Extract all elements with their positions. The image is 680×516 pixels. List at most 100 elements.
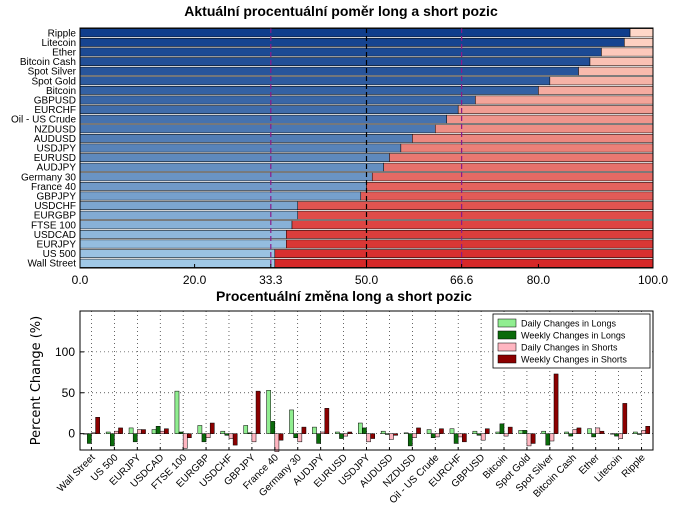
category-label-audjpy: AUDJPY xyxy=(37,163,77,174)
category-label-litecoin: Litecoin xyxy=(42,38,76,49)
short-bar-germany-30 xyxy=(371,172,654,182)
category-label-germany-30: Germany 30 xyxy=(21,172,76,183)
long-bar-spot-silver xyxy=(79,66,579,76)
category-label-ether: Ether xyxy=(52,48,77,59)
bar-daily-changes-in-longs-nzdusd xyxy=(403,432,409,434)
bar-daily-changes-in-shorts-usdchf xyxy=(228,433,234,439)
legend-swatch-daily-changes-in-longs xyxy=(497,318,517,328)
short-bar-eurjpy xyxy=(286,239,654,249)
long-bar-germany-30 xyxy=(79,172,373,182)
bar-weekly-changes-in-longs-ether xyxy=(591,433,596,438)
long-bar-france-40 xyxy=(79,182,367,191)
short-bar-usdjpy xyxy=(400,143,654,153)
bar-weekly-changes-in-shorts-eurusd xyxy=(347,431,353,434)
bar-weekly-changes-in-longs-usdcad xyxy=(155,426,161,434)
bar-weekly-changes-in-shorts-bitcoin xyxy=(507,426,513,434)
bar-daily-changes-in-longs-eurgbp xyxy=(197,425,203,434)
bar-daily-changes-in-shorts-eurjpy xyxy=(137,429,142,434)
legend-swatch-daily-changes-in-shorts xyxy=(497,342,517,352)
bar-weekly-changes-in-shorts-audusd xyxy=(393,433,398,436)
legend-label-daily-changes-in-longs: Daily Changes in Longs xyxy=(521,319,617,329)
category-label-ripple: Ripple xyxy=(48,28,77,39)
bar-daily-changes-in-longs-ether xyxy=(587,428,592,434)
bar-weekly-changes-in-shorts-ripple xyxy=(645,426,651,434)
bar-weekly-changes-in-longs-usdchf xyxy=(224,433,230,436)
bar-daily-changes-in-longs-gbpjpy xyxy=(243,425,249,434)
bar-daily-changes-in-shorts-gbpusd xyxy=(480,433,486,441)
bar-weekly-changes-in-longs-spot-gold xyxy=(522,430,528,434)
bar-daily-changes-in-shorts-bitcoin-cash xyxy=(572,429,578,434)
category-label-audusd: AUDUSD xyxy=(34,134,76,145)
bar-daily-changes-in-longs-gbpusd xyxy=(472,430,478,434)
bar-weekly-changes-in-longs-audjpy xyxy=(316,433,321,444)
x-category-label-ripple: Ripple xyxy=(620,452,648,480)
bar-daily-changes-in-shorts-ftse-100 xyxy=(182,433,188,449)
bar-daily-changes-in-shorts-gbpjpy xyxy=(251,433,257,443)
bar-daily-changes-in-longs-ftse-100 xyxy=(174,390,180,434)
category-label-eurusd: EURUSD xyxy=(34,153,76,164)
legend-swatch-weekly-changes-in-shorts xyxy=(497,354,517,364)
bar-weekly-changes-in-shorts-litecoin xyxy=(622,403,628,434)
bar-daily-changes-in-shorts-spot-gold xyxy=(526,433,532,447)
bar-daily-changes-in-longs-eurchf xyxy=(449,428,455,434)
bar-daily-changes-in-shorts-eurusd xyxy=(343,433,348,437)
bar-daily-changes-in-shorts-wall-street xyxy=(91,432,96,434)
bar-weekly-changes-in-longs-gbpjpy xyxy=(247,432,253,434)
bar-daily-changes-in-longs-eurjpy xyxy=(128,427,134,434)
bar-weekly-changes-in-shorts-eurjpy xyxy=(141,429,146,434)
category-label-wall-street: Wall Street xyxy=(27,259,76,270)
category-label-eurjpy: EURJPY xyxy=(37,240,77,251)
x-tick-label-1: 20.0 xyxy=(183,273,207,287)
short-bar-eurusd xyxy=(389,153,654,162)
short-bar-ripple xyxy=(629,28,654,38)
long-bar-usdchf xyxy=(79,201,298,210)
long-bar-ripple xyxy=(79,28,631,38)
legend-swatch-weekly-changes-in-longs xyxy=(497,330,517,340)
bar-daily-changes-in-shorts-audusd xyxy=(389,433,394,440)
legend-label-daily-changes-in-shorts: Daily Changes in Shorts xyxy=(521,343,618,353)
bar-daily-changes-in-shorts-nzdusd xyxy=(412,433,417,438)
category-label-bitcoin-cash: Bitcoin Cash xyxy=(20,57,76,68)
long-bar-litecoin xyxy=(79,38,625,47)
bar-daily-changes-in-longs-oil-us-crude xyxy=(426,429,432,434)
bar-weekly-changes-in-longs-nzdusd xyxy=(407,433,413,447)
category-label-gbpjpy: GBPJPY xyxy=(37,192,77,203)
category-label-france-40: France 40 xyxy=(31,182,76,193)
bar-weekly-changes-in-shorts-wall-street xyxy=(95,417,100,434)
long-bar-eurgbp xyxy=(79,210,298,220)
short-bar-eurgbp xyxy=(297,210,654,220)
x-tick-label-5: 80.0 xyxy=(527,273,551,287)
bar-daily-changes-in-longs-spot-gold xyxy=(518,430,524,434)
short-bar-usdchf xyxy=(297,201,654,210)
short-bar-audusd xyxy=(412,134,654,143)
x-tick-label-6: 100.0 xyxy=(638,273,668,287)
bar-weekly-changes-in-longs-oil-us-crude xyxy=(430,433,436,438)
short-bar-spot-gold xyxy=(549,76,654,86)
y-tick-label-1: 50 xyxy=(62,386,76,400)
bar-weekly-changes-in-longs-germany-30 xyxy=(293,433,298,438)
bar-weekly-changes-in-longs-eurchf xyxy=(453,433,459,444)
long-bar-gbpjpy xyxy=(79,191,362,201)
bar-daily-changes-in-longs-us-500 xyxy=(105,431,111,434)
bar-daily-changes-in-longs-litecoin xyxy=(610,433,615,435)
bar-weekly-changes-in-longs-ftse-100 xyxy=(178,431,184,434)
category-label-bitcoin: Bitcoin xyxy=(46,86,76,97)
category-label-ftse-100: FTSE 100 xyxy=(31,220,76,231)
legend-box xyxy=(492,313,651,369)
long-bar-wall-street xyxy=(79,258,276,268)
bar-weekly-changes-in-shorts-usdjpy xyxy=(370,433,376,439)
category-label-eurgbp: EURGBP xyxy=(34,211,77,222)
bar-daily-changes-in-longs-spot-silver xyxy=(541,430,546,434)
bar-daily-changes-in-longs-audjpy xyxy=(312,426,317,434)
bar-daily-changes-in-shorts-spot-silver xyxy=(549,433,555,442)
x-tick-label-2: 33.3 xyxy=(259,273,283,287)
bar-daily-changes-in-shorts-france-40 xyxy=(274,433,280,452)
bar-daily-changes-in-shorts-usdjpy xyxy=(366,433,371,443)
bar-weekly-changes-in-shorts-spot-silver xyxy=(553,373,559,434)
category-label-spot-silver: Spot Silver xyxy=(28,67,77,78)
y-axis-label: Percent Change (%) xyxy=(29,316,44,445)
bar-weekly-changes-in-longs-bitcoin xyxy=(499,423,505,434)
